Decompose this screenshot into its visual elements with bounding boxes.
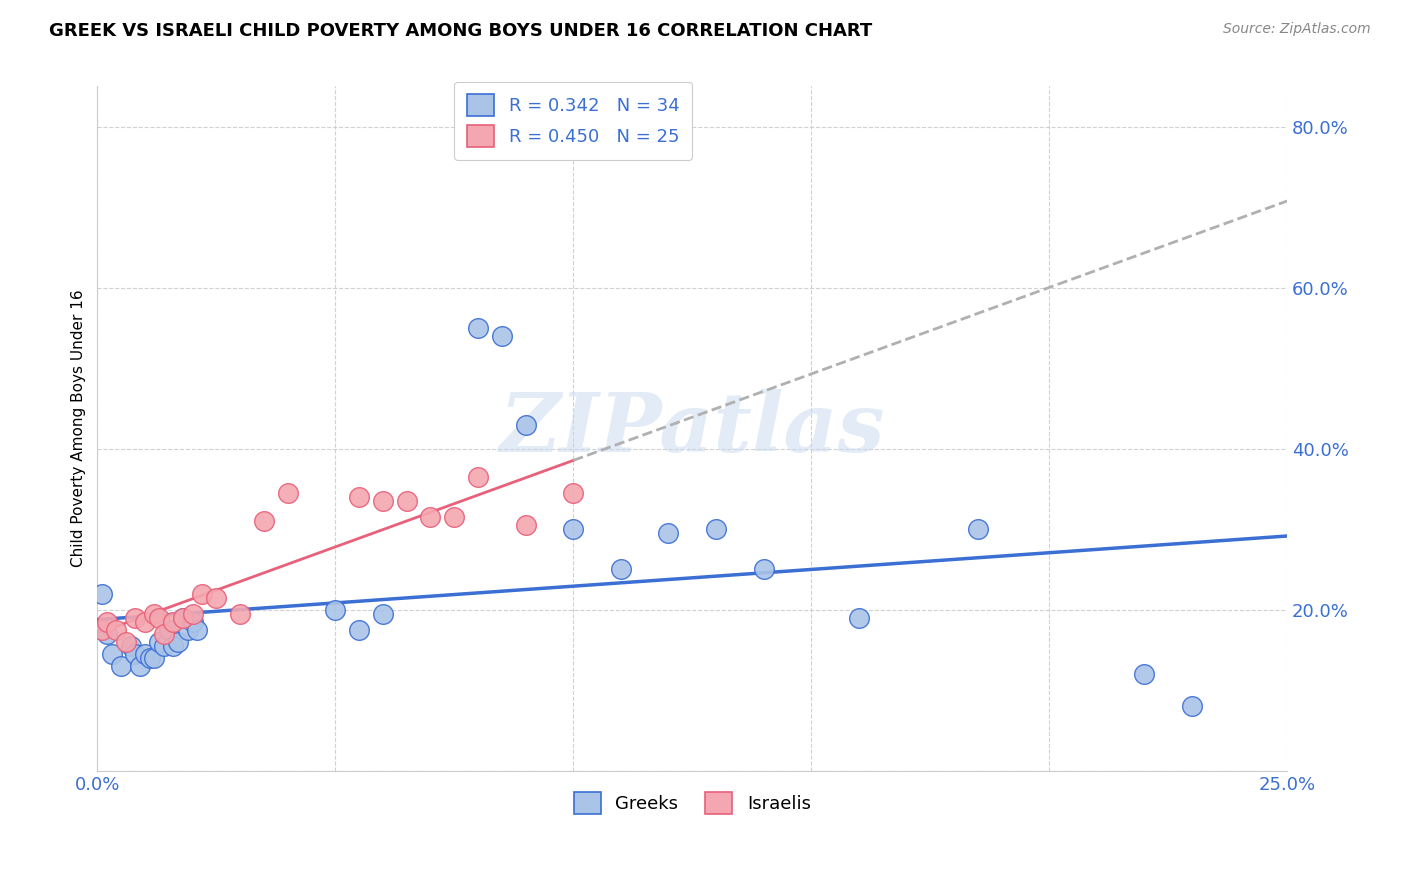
Point xyxy=(167,635,190,649)
Point xyxy=(120,639,142,653)
Point xyxy=(134,615,156,629)
Point xyxy=(100,647,122,661)
Point xyxy=(610,562,633,576)
Point xyxy=(848,611,870,625)
Point xyxy=(371,607,394,621)
Point xyxy=(115,635,138,649)
Point xyxy=(443,510,465,524)
Point xyxy=(467,321,489,335)
Text: ZIPatlas: ZIPatlas xyxy=(499,389,884,468)
Text: Source: ZipAtlas.com: Source: ZipAtlas.com xyxy=(1223,22,1371,37)
Point xyxy=(419,510,441,524)
Point xyxy=(371,494,394,508)
Text: GREEK VS ISRAELI CHILD POVERTY AMONG BOYS UNDER 16 CORRELATION CHART: GREEK VS ISRAELI CHILD POVERTY AMONG BOY… xyxy=(49,22,873,40)
Point xyxy=(91,586,114,600)
Point xyxy=(205,591,228,605)
Point xyxy=(172,611,194,625)
Point xyxy=(138,651,160,665)
Point xyxy=(347,623,370,637)
Point xyxy=(105,623,128,637)
Point xyxy=(1181,699,1204,714)
Point xyxy=(1133,667,1156,681)
Point xyxy=(491,329,513,343)
Point xyxy=(134,647,156,661)
Point xyxy=(347,490,370,504)
Point xyxy=(177,623,200,637)
Point xyxy=(143,651,166,665)
Point xyxy=(181,615,204,629)
Point xyxy=(562,522,585,536)
Point xyxy=(395,494,418,508)
Point xyxy=(162,639,184,653)
Point xyxy=(515,417,537,432)
Point xyxy=(162,615,184,629)
Point xyxy=(277,486,299,500)
Point xyxy=(323,602,346,616)
Point xyxy=(752,562,775,576)
Point xyxy=(91,623,114,637)
Point xyxy=(562,486,585,500)
Point xyxy=(467,470,489,484)
Point xyxy=(191,586,214,600)
Point xyxy=(172,611,194,625)
Point xyxy=(186,623,208,637)
Point xyxy=(157,623,180,637)
Point xyxy=(124,611,146,625)
Point xyxy=(124,647,146,661)
Point xyxy=(153,627,176,641)
Point xyxy=(253,514,276,528)
Point xyxy=(96,627,118,641)
Point xyxy=(148,611,170,625)
Point xyxy=(96,615,118,629)
Point xyxy=(143,607,166,621)
Point xyxy=(110,659,132,673)
Point xyxy=(153,639,176,653)
Point xyxy=(657,526,679,541)
Point xyxy=(148,635,170,649)
Point xyxy=(966,522,988,536)
Point xyxy=(129,659,152,673)
Y-axis label: Child Poverty Among Boys Under 16: Child Poverty Among Boys Under 16 xyxy=(72,290,86,567)
Point xyxy=(704,522,727,536)
Point xyxy=(515,518,537,533)
Legend: Greeks, Israelis: Greeks, Israelis xyxy=(565,783,820,823)
Point xyxy=(229,607,252,621)
Point xyxy=(181,607,204,621)
